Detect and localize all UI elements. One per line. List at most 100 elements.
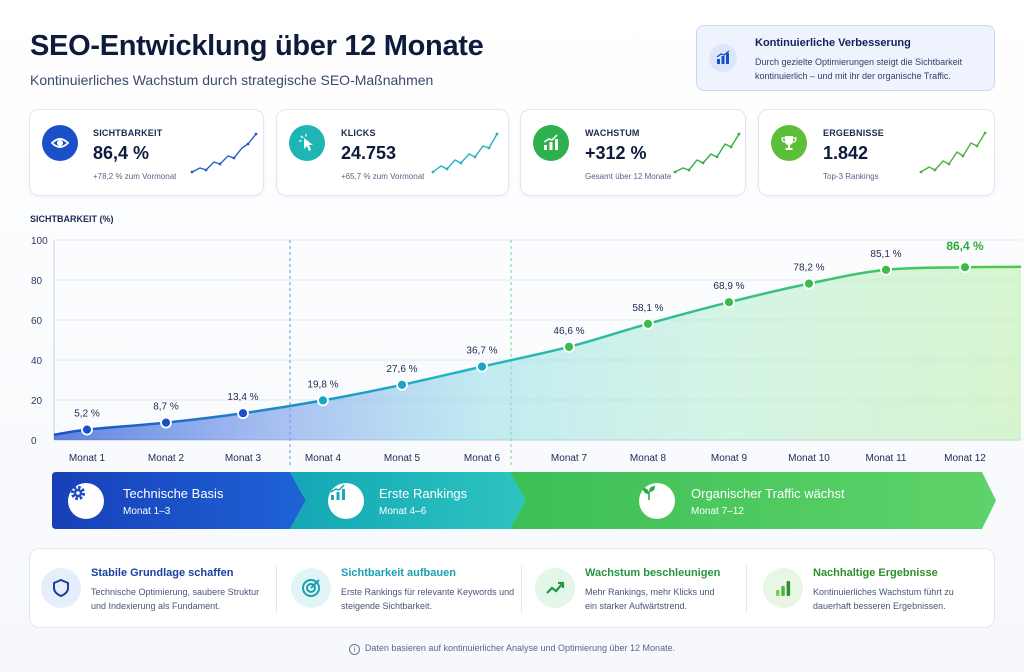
data-point bbox=[237, 407, 249, 420]
x-tick-label: Monat 2 bbox=[148, 453, 185, 464]
x-tick-labels: Monat 1 Monat 2 Monat 3 Monat 4 Monat 5 Monat… bbox=[69, 453, 986, 464]
cursor-click-icon bbox=[289, 125, 325, 161]
x-tick-label: Monat 10 bbox=[788, 453, 830, 464]
chart-y-axis-title: SICHTBARKEIT (%) bbox=[30, 214, 114, 224]
bars-icon bbox=[763, 568, 803, 608]
info-icon: i bbox=[348, 644, 360, 655]
data-label: 86,4 % bbox=[946, 239, 984, 253]
x-tick-label: Monat 5 bbox=[384, 453, 421, 464]
data-point bbox=[803, 277, 815, 290]
trend-up-icon bbox=[535, 568, 575, 608]
bottom-item-title: Sichtbarkeit aufbauen bbox=[341, 567, 456, 579]
seo-area-chart: 0 20 40 60 80 100 5,2 % 8,7 % 13,4 % 19,8 % 27,6 … bbox=[31, 236, 1022, 468]
data-label: 68,9 % bbox=[713, 281, 744, 292]
x-tick-label: Monat 12 bbox=[944, 453, 986, 464]
kpi-card-wachstum: WACHSTUM +312 % Gesamt über 12 Monate bbox=[520, 109, 746, 196]
data-point bbox=[563, 340, 575, 353]
kpi-value: 24.753 bbox=[341, 143, 397, 163]
data-label: 85,1 % bbox=[870, 249, 901, 260]
data-point bbox=[317, 394, 329, 407]
bottom-item-title: Nachhaltige Ergebnisse bbox=[813, 567, 938, 579]
data-label: 58,1 % bbox=[632, 303, 663, 314]
target-icon bbox=[291, 568, 331, 608]
divider bbox=[746, 565, 747, 613]
bottom-item-text: Erste Rankings für relevante Keywords un… bbox=[341, 587, 515, 611]
y-tick-label: 60 bbox=[31, 316, 43, 327]
gear-icon bbox=[68, 483, 104, 519]
data-label: 13,4 % bbox=[227, 392, 258, 403]
x-tick-label: Monat 4 bbox=[305, 453, 342, 464]
footnote: i Daten basieren auf kontinuierlicher Ana… bbox=[0, 643, 1024, 655]
phase-description-card: Stabile Grundlage schaffen Technische Op… bbox=[29, 548, 995, 628]
sparkline bbox=[190, 132, 258, 174]
trophy-icon bbox=[771, 125, 807, 161]
info-text: Durch gezielte Optimierungen steigt die … bbox=[755, 57, 963, 81]
sparkline bbox=[919, 131, 987, 174]
x-tick-label: Monat 6 bbox=[464, 453, 501, 464]
page-title: SEO-Entwicklung über 12 Monate bbox=[30, 30, 484, 62]
x-tick-label: Monat 11 bbox=[866, 453, 907, 464]
data-label: 8,7 % bbox=[153, 402, 179, 413]
bottom-item-title: Stabile Grundlage schaffen bbox=[91, 567, 234, 579]
kpi-value: 86,4 % bbox=[93, 143, 150, 163]
data-label: 27,6 % bbox=[386, 364, 417, 375]
data-point bbox=[396, 378, 408, 391]
bar-chart-icon bbox=[709, 44, 737, 72]
data-point bbox=[642, 317, 654, 330]
y-tick-labels: 0 20 40 60 80 100 bbox=[31, 236, 48, 447]
data-point bbox=[880, 263, 892, 276]
kpi-sub: Top-3 Rankings bbox=[823, 172, 879, 181]
phase-sub: Monat 7–12 bbox=[691, 506, 744, 517]
kpi-card-sichtbarkeit: SICHTBARKEIT 86,4 % +78,2 % zum Vormonat bbox=[29, 109, 264, 196]
phase-title: Erste Rankings bbox=[379, 486, 468, 501]
info-title: Kontinuierliche Verbesserung bbox=[755, 37, 911, 49]
y-tick-label: 0 bbox=[31, 436, 37, 447]
data-labels: 5,2 % 8,7 % 13,4 % 19,8 % 27,6 % 36,7 % 46,6 %… bbox=[74, 239, 984, 419]
phase-banner-organischer-traffic: Organischer Traffic wächst Monat 7–12 bbox=[510, 472, 996, 529]
sparkline bbox=[673, 132, 741, 174]
data-point bbox=[476, 360, 488, 373]
phase-sub: Monat 1–3 bbox=[123, 506, 171, 517]
data-label: 78,2 % bbox=[793, 263, 824, 274]
data-point bbox=[81, 423, 93, 436]
bottom-item-grundlage: Stabile Grundlage schaffen Technische Op… bbox=[41, 549, 276, 629]
phase-title: Organischer Traffic wächst bbox=[691, 486, 845, 501]
data-label: 19,8 % bbox=[307, 379, 338, 390]
data-points bbox=[81, 261, 971, 436]
bottom-item-text: Technische Optimierung, saubere Struktur… bbox=[91, 587, 260, 611]
bottom-item-text: Kontinuierliches Wachstum führt zu dauer… bbox=[813, 587, 954, 611]
area-fill bbox=[54, 266, 1021, 440]
data-label: 36,7 % bbox=[466, 346, 497, 357]
kpi-value: +312 % bbox=[585, 143, 647, 163]
bottom-item-ergebnisse: Nachhaltige Ergebnisse Kontinuierliches … bbox=[763, 549, 988, 629]
kpi-label: ERGEBNISSE bbox=[823, 128, 885, 138]
growth-chart-icon bbox=[533, 125, 569, 161]
bottom-item-sichtbarkeit: Sichtbarkeit aufbauen Erste Rankings für… bbox=[291, 549, 521, 629]
data-point bbox=[723, 296, 735, 309]
kpi-label: SICHTBARKEIT bbox=[93, 128, 163, 138]
kpi-label: KLICKS bbox=[341, 128, 376, 138]
series-line bbox=[53, 265, 1022, 437]
bar-chart-icon bbox=[328, 483, 364, 519]
eye-icon bbox=[42, 125, 78, 161]
bottom-item-wachstum: Wachstum beschleunigen Mehr Rankings, me… bbox=[535, 549, 745, 629]
x-tick-label: Monat 9 bbox=[711, 453, 748, 464]
phase-title: Technische Basis bbox=[123, 486, 224, 501]
x-tick-label: Monat 3 bbox=[225, 453, 262, 464]
y-tick-label: 40 bbox=[31, 356, 43, 367]
kpi-sub: +78,2 % zum Vormonat bbox=[93, 172, 177, 181]
y-tick-label: 20 bbox=[31, 396, 43, 407]
x-tick-label: Monat 1 bbox=[69, 453, 106, 464]
y-tick-label: 80 bbox=[31, 276, 43, 287]
kpi-sub: Gesamt über 12 Monate bbox=[585, 172, 672, 181]
data-label: 46,6 % bbox=[553, 326, 584, 337]
kpi-sub: +65,7 % zum Vormonat bbox=[341, 172, 425, 181]
info-box: Kontinuierliche Verbesserung Durch gezie… bbox=[696, 25, 995, 91]
divider bbox=[276, 565, 277, 613]
phase-sub: Monat 4–6 bbox=[379, 506, 427, 517]
x-tick-label: Monat 8 bbox=[630, 453, 667, 464]
shield-icon bbox=[41, 568, 81, 608]
data-label: 5,2 % bbox=[74, 409, 100, 420]
leaf-icon bbox=[639, 483, 675, 519]
kpi-value: 1.842 bbox=[823, 143, 869, 163]
